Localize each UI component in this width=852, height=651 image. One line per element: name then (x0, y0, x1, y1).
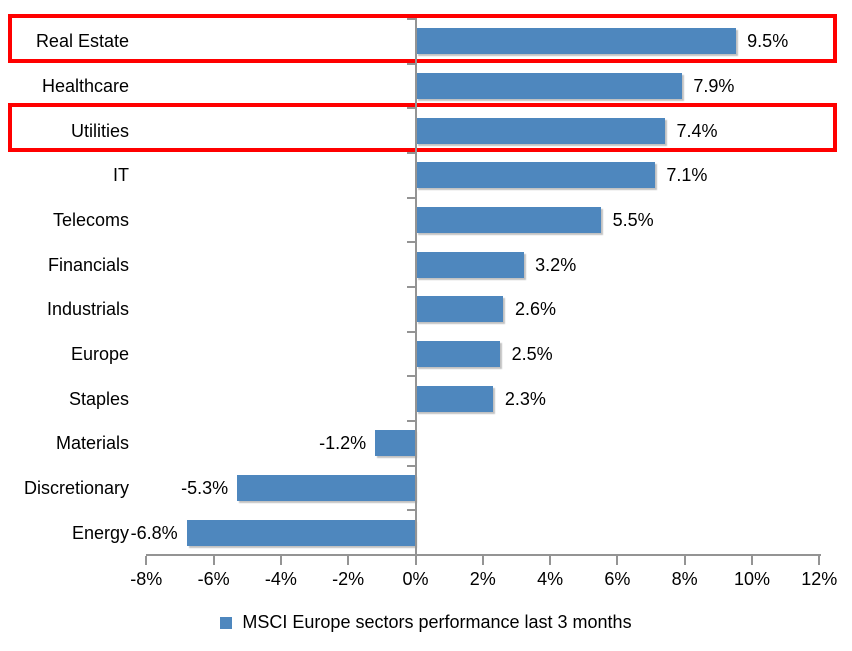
value-axis-tick-mark (414, 555, 417, 565)
bar-it (416, 162, 655, 189)
category-tick-mark (407, 419, 415, 422)
value-axis-tick-label: 12% (801, 569, 838, 589)
category-tick-mark (407, 107, 415, 110)
legend-series-swatch-icon (220, 617, 233, 629)
value-axis-tick-label: 2% (469, 569, 496, 589)
value-label: -6.8% (130, 522, 178, 543)
value-axis-tick-mark (683, 555, 686, 565)
value-label: 2.3% (504, 388, 546, 409)
value-axis-line (145, 553, 821, 556)
category-tick-mark (407, 62, 415, 65)
value-axis-tick-mark (279, 555, 282, 565)
value-label: 9.5% (747, 31, 789, 52)
value-axis-tick-label: 8% (671, 569, 698, 589)
bar-discretionary (237, 474, 416, 501)
value-label: 7.1% (666, 165, 708, 186)
category-tick-mark (407, 18, 415, 20)
value-label: 2.5% (511, 343, 553, 364)
value-label: 7.9% (693, 75, 735, 96)
value-axis-tick-label: -8% (130, 569, 163, 589)
value-axis-tick-mark (616, 555, 619, 565)
bar-industrials (416, 296, 504, 323)
value-label: 2.6% (514, 299, 557, 320)
value-axis-tick-mark (347, 555, 350, 565)
value-axis-tick-label: 0% (402, 569, 429, 589)
value-axis-tick-mark (818, 555, 821, 565)
value-label: -5.3% (181, 477, 229, 498)
category-label: Materials (55, 433, 129, 454)
bar-real-estate (416, 28, 736, 55)
category-tick-mark (407, 285, 415, 288)
value-label: 5.5% (612, 209, 654, 230)
legend-label: MSCI Europe sectors performance last 3 m… (242, 612, 632, 632)
bar-financials (416, 251, 524, 278)
category-label: Energy (71, 522, 129, 543)
value-axis-tick-mark (212, 555, 215, 565)
category-tick-mark (407, 151, 415, 154)
value-label: 7.4% (676, 120, 718, 141)
value-label: 3.2% (535, 254, 577, 275)
category-tick-mark (407, 196, 415, 199)
legend: MSCI Europe sectors performance last 3 m… (0, 611, 852, 634)
value-axis-tick-label: 6% (604, 569, 631, 589)
category-label: Europe (70, 343, 129, 364)
value-axis-tick-mark (751, 555, 753, 565)
category-tick-mark (407, 375, 415, 378)
value-label: -1.2% (319, 433, 367, 454)
bar-healthcare (416, 72, 682, 99)
category-label: Financials (47, 254, 129, 275)
value-axis-tick-label: -6% (197, 569, 230, 589)
category-label: Healthcare (41, 75, 129, 96)
value-axis-tick-label: -2% (332, 569, 365, 589)
category-tick-mark (407, 509, 415, 512)
bar-europe (416, 340, 501, 367)
bar-utilities (416, 117, 665, 144)
bar-staples (416, 385, 494, 412)
value-axis-tick-label: -4% (264, 569, 297, 589)
category-tick-mark (407, 330, 415, 333)
category-tick-mark (407, 553, 415, 556)
value-axis-tick-label: 10% (733, 569, 771, 589)
category-axis-line (414, 18, 417, 565)
category-tick-mark (407, 241, 415, 244)
value-axis-tick-mark (145, 555, 148, 565)
highlight-box-real-estate (8, 13, 837, 63)
value-axis-tick-mark (481, 555, 484, 565)
category-label: Industrials (46, 299, 129, 320)
category-label: Telecoms (52, 209, 129, 230)
value-axis-tick-label: 4% (537, 569, 564, 589)
bar-materials (375, 430, 416, 457)
category-label: Utilities (70, 120, 129, 141)
category-label: Discretionary (23, 477, 129, 498)
category-label: Staples (68, 388, 129, 409)
category-label: Real Estate (35, 31, 129, 52)
category-label: IT (113, 165, 129, 186)
highlight-box-utilities (8, 102, 837, 152)
bar-energy (186, 519, 416, 546)
value-axis-tick-mark (549, 555, 552, 565)
bar-telecoms (416, 206, 602, 233)
category-tick-mark (407, 464, 415, 467)
